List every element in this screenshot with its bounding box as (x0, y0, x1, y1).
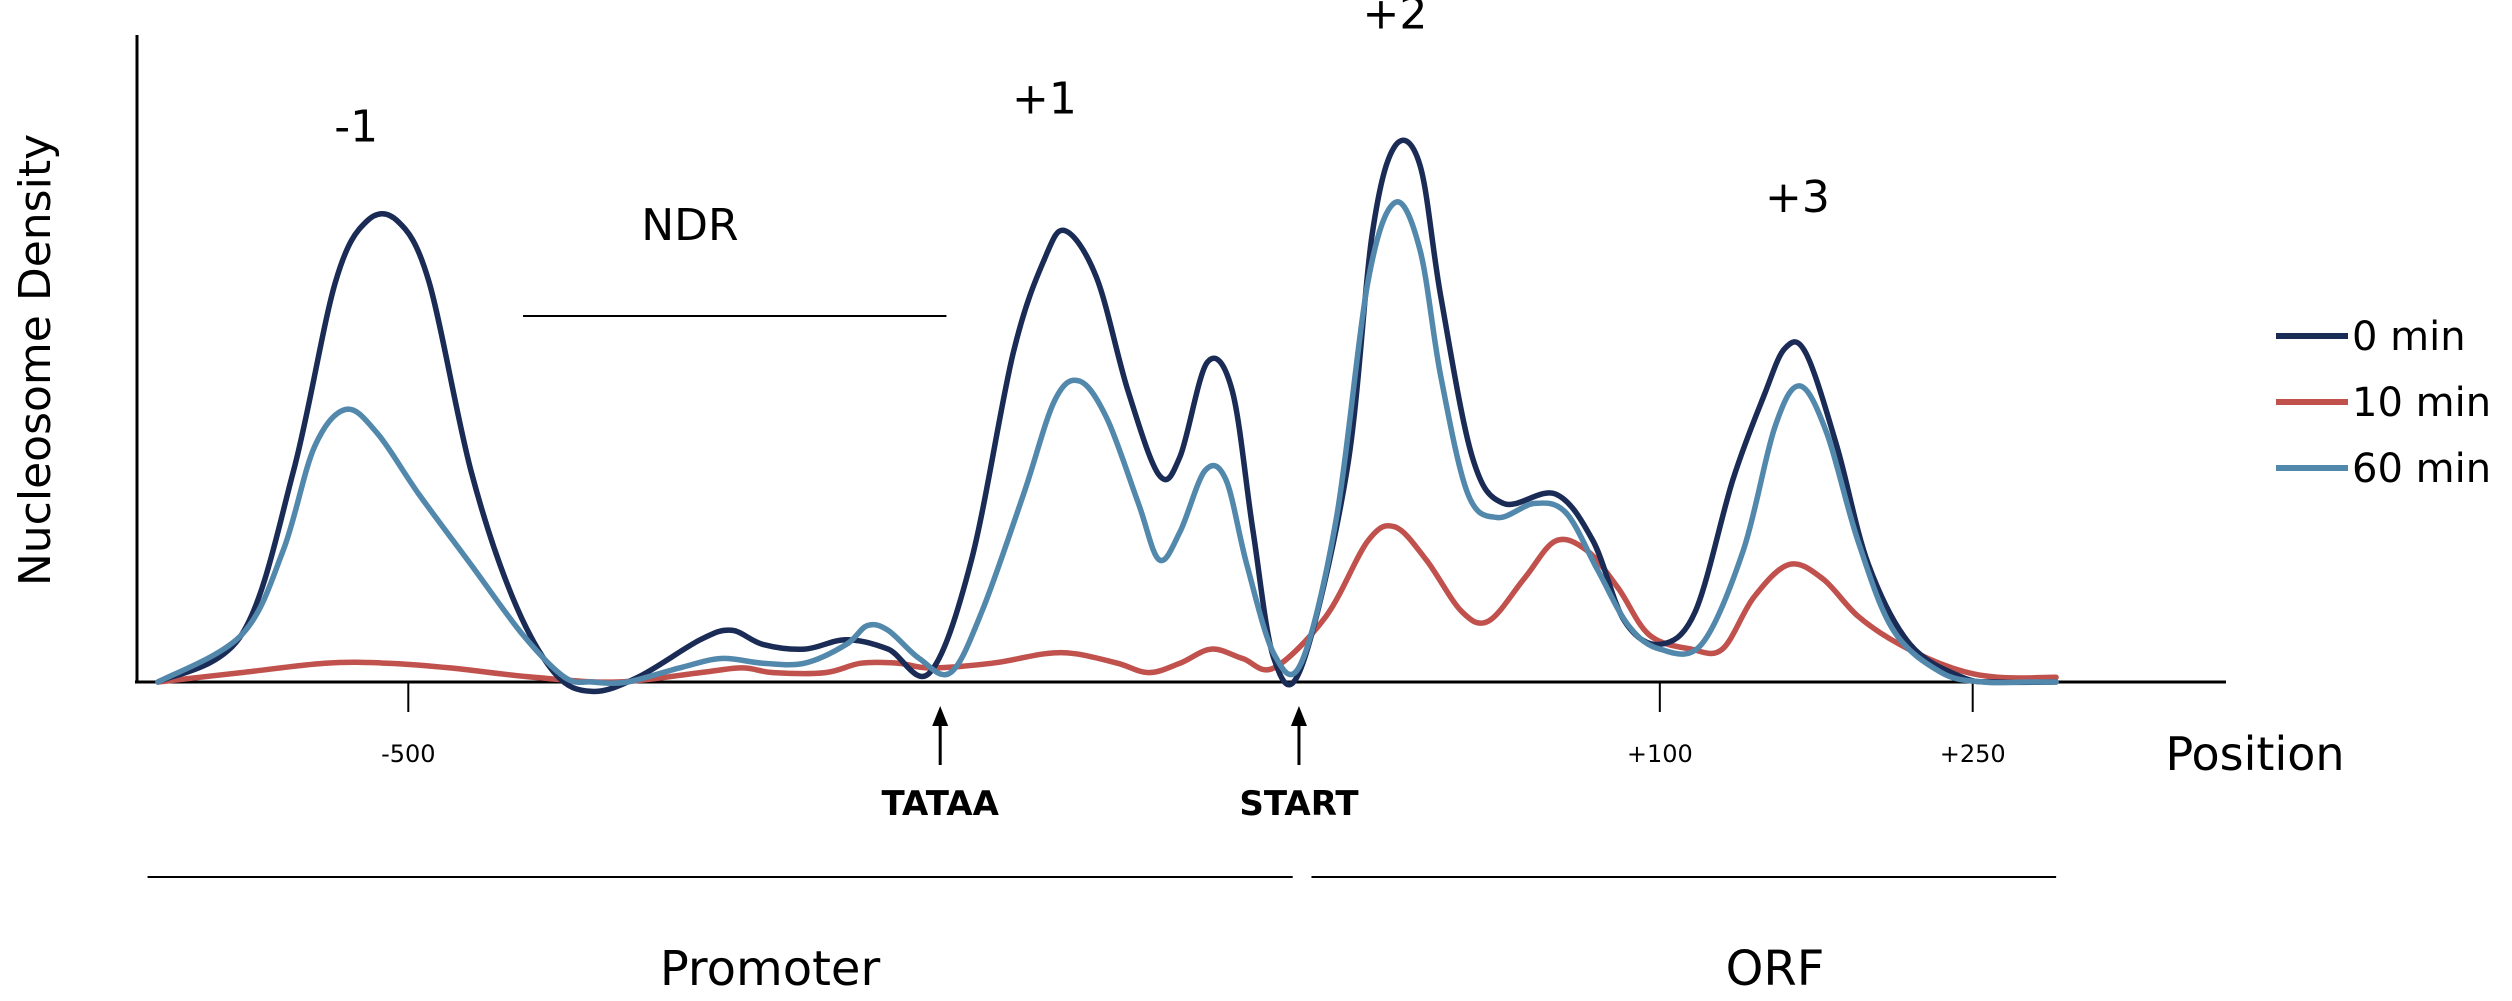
marker-arrowhead-1 (1290, 706, 1307, 726)
legend-label-0: 0 min (2352, 314, 2466, 360)
annotation-layer: -1 NDR +1 +2 +3 TATAA START Promoter ORF (147, 0, 2057, 997)
x-tick-label-0: -500 (381, 740, 435, 768)
peak-label-3: +2 (1362, 0, 1427, 40)
legend: 0 min 10 min 60 min (2276, 314, 2491, 492)
peak-label-1: NDR (641, 200, 738, 251)
peak-label-4: +3 (1765, 172, 1830, 223)
marker-label-1: START (1239, 784, 1359, 824)
series-line-0 (155, 137, 2059, 695)
series-layer (155, 137, 2059, 695)
y-axis-label: Nucleosome Density (10, 134, 61, 586)
marker-arrowhead-0 (932, 706, 949, 726)
peak-label-2: +1 (1012, 73, 1077, 124)
axes: Nucleosome Density Position -500 +100 +250 (10, 35, 2345, 781)
region-label-1: ORF (1726, 941, 1825, 997)
x-tick-label-1: +100 (1627, 740, 1693, 768)
x-tick-label-2: +250 (1940, 740, 2006, 768)
legend-label-2: 60 min (2352, 446, 2491, 492)
legend-label-1: 10 min (2352, 380, 2491, 426)
series-line-1 (155, 522, 2059, 685)
region-label-0: Promoter (660, 941, 881, 997)
marker-label-0: TATAA (881, 784, 999, 824)
peak-label-0: -1 (334, 102, 378, 153)
x-axis-label: Position (2165, 727, 2344, 781)
series-line-2 (155, 199, 2059, 687)
